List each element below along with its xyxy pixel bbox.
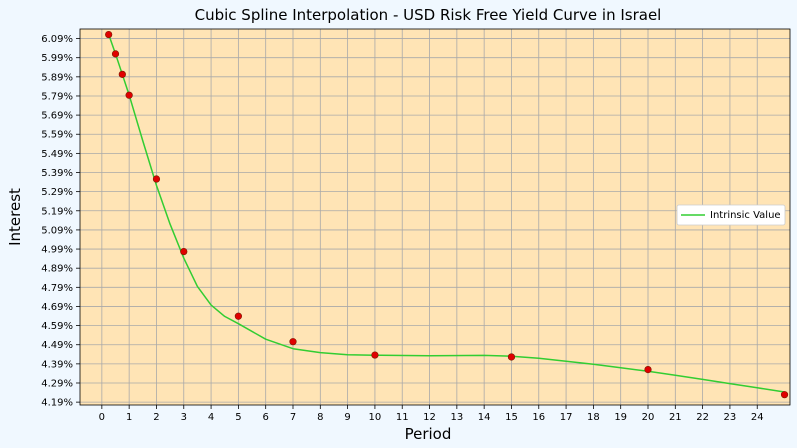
legend-label: Intrinsic Value: [710, 210, 781, 221]
x-tick-label: 9: [344, 412, 350, 423]
y-tick-label: 6.09%: [41, 34, 73, 45]
y-tick-label: 4.79%: [41, 283, 73, 294]
y-tick-label: 4.29%: [41, 378, 73, 389]
data-point: [111, 50, 120, 58]
y-tick-label: 4.49%: [41, 340, 73, 351]
y-tick-label: 5.69%: [41, 111, 73, 122]
grid: [80, 29, 790, 405]
x-tick-label: 17: [560, 412, 573, 423]
y-tick-label: 5.09%: [41, 225, 73, 236]
y-tick-label: 4.69%: [41, 302, 73, 313]
x-tick-label: 12: [423, 412, 436, 423]
x-tick-label: 4: [208, 412, 214, 423]
x-tick-label: 10: [369, 412, 382, 423]
data-point: [118, 70, 126, 78]
y-tick-label: 5.29%: [41, 187, 73, 198]
x-tick-label: 21: [669, 412, 682, 423]
data-point: [289, 338, 297, 346]
x-tick-label: 8: [317, 412, 323, 423]
y-tick-label: 4.99%: [41, 245, 73, 256]
x-tick-label: 16: [532, 412, 545, 423]
x-tick-label: 23: [724, 412, 737, 423]
x-tick-label: 0: [99, 412, 105, 423]
data-point: [507, 353, 516, 361]
y-tick-label: 5.19%: [41, 206, 73, 217]
y-tick-label: 4.89%: [41, 264, 73, 275]
data-point: [152, 175, 161, 183]
y-tick-label: 5.89%: [41, 72, 73, 83]
x-axis-ticks: 0 1 2 3 4 5 6 7 8 9 10 11 12 13 14 15 16 17 18 19 20 21 22 23 24: [99, 405, 764, 423]
data-point: [180, 247, 188, 256]
y-tick-label: 4.59%: [41, 321, 73, 332]
data-point: [125, 91, 133, 99]
plot-area: [80, 29, 790, 405]
y-tick-label: 5.59%: [41, 130, 73, 141]
y-tick-label: 5.99%: [41, 53, 73, 64]
legend: Intrinsic Value: [676, 204, 786, 226]
x-tick-label: 15: [505, 412, 518, 423]
x-tick-label: 13: [450, 412, 463, 423]
y-tick-label: 5.79%: [41, 91, 73, 102]
data-points: [105, 30, 789, 399]
x-tick-label: 2: [153, 412, 159, 423]
data-point: [105, 30, 113, 39]
x-tick-label: 18: [587, 412, 600, 423]
y-axis-ticks: 4.19% 4.29% 4.39% 4.49% 4.59% 4.69% 4.79% 4.89%…: [41, 34, 80, 409]
plot-frame: [79, 28, 791, 406]
x-tick-label: 24: [751, 412, 764, 423]
x-tick-label: 19: [614, 412, 627, 423]
data-point: [644, 366, 652, 374]
x-tick-label: 11: [396, 412, 409, 423]
y-tick-label: 4.39%: [41, 359, 73, 370]
data-point: [234, 312, 242, 320]
x-tick-label: 3: [181, 412, 187, 423]
x-axis-label: Period: [405, 425, 452, 443]
y-tick-label: 4.19%: [41, 398, 73, 409]
x-tick-label: 5: [235, 412, 241, 423]
x-tick-label: 1: [126, 412, 132, 423]
legend-box: [676, 204, 786, 226]
y-tick-label: 5.39%: [41, 168, 73, 179]
x-tick-label: 14: [478, 412, 491, 423]
data-point: [371, 351, 379, 359]
x-tick-label: 7: [290, 412, 296, 423]
y-axis-label: Interest: [6, 188, 24, 246]
chart-title: Cubic Spline Interpolation - USD Risk Fr…: [195, 6, 662, 24]
x-tick-label: 22: [696, 412, 709, 423]
y-tick-label: 5.49%: [41, 149, 73, 160]
data-point: [780, 391, 789, 399]
x-tick-label: 20: [642, 412, 655, 423]
x-tick-label: 6: [263, 412, 269, 423]
